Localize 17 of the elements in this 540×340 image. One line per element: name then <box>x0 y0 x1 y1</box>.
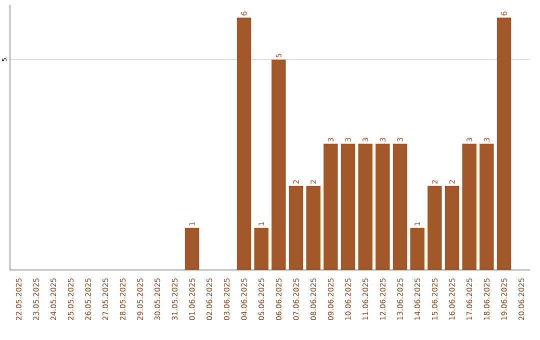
bar <box>324 144 338 270</box>
bar <box>392 144 408 270</box>
bar <box>428 186 442 270</box>
bar <box>444 186 460 270</box>
bar <box>358 144 372 270</box>
bar <box>462 144 476 270</box>
bar <box>496 18 512 270</box>
bar <box>254 228 268 270</box>
bar <box>236 18 252 270</box>
bar <box>410 228 424 270</box>
bar <box>480 144 494 270</box>
bar <box>288 186 304 270</box>
bar <box>376 144 390 270</box>
bar <box>272 60 286 270</box>
bar <box>340 144 356 270</box>
bar <box>306 186 320 270</box>
bar <box>184 228 200 270</box>
